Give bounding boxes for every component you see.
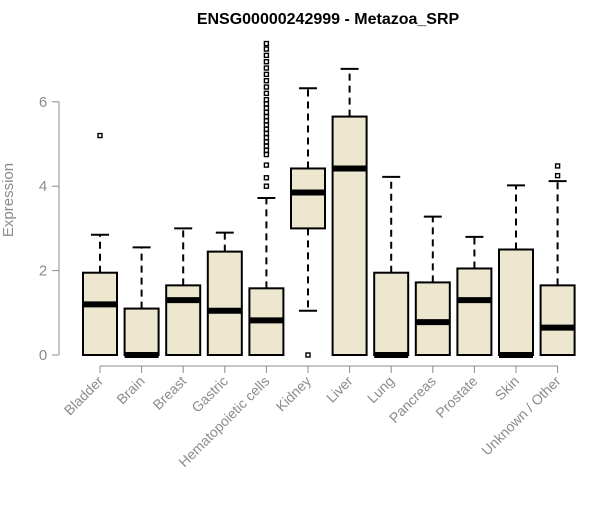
x-tick-label: Kidney xyxy=(273,373,315,415)
box-group xyxy=(498,184,534,358)
outlier-point xyxy=(263,109,270,116)
outlier-point xyxy=(263,183,270,189)
outlier-point xyxy=(263,84,270,90)
outlier-point xyxy=(263,175,270,181)
box xyxy=(165,284,202,356)
x-tick-label: Prostate xyxy=(432,373,480,421)
outlier-point xyxy=(263,113,270,120)
y-axis-label: Expression xyxy=(0,163,17,237)
outlier-point xyxy=(263,77,270,84)
y-axis: 0 2 4 6 xyxy=(39,94,60,364)
outlier-point xyxy=(97,132,103,139)
box-group xyxy=(290,87,326,358)
outlier-point xyxy=(263,143,270,149)
box-group xyxy=(373,175,410,358)
outlier-point xyxy=(263,151,270,158)
outlier-point xyxy=(263,122,270,128)
outlier-point xyxy=(263,139,270,145)
y-tick-label: 0 xyxy=(39,347,47,364)
box xyxy=(498,248,534,356)
box-group xyxy=(82,132,118,356)
outlier-point xyxy=(263,65,270,71)
box xyxy=(414,281,451,356)
box xyxy=(331,115,368,356)
box-group xyxy=(539,163,576,356)
outlier-point xyxy=(263,162,270,168)
box-group xyxy=(331,67,368,356)
chart-title: ENSG00000242999 - Metazoa_SRP xyxy=(197,11,460,28)
outlier-point xyxy=(263,134,270,141)
x-tick-label: Skin xyxy=(492,373,523,404)
box-group xyxy=(165,227,202,356)
outlier-point xyxy=(263,126,270,132)
outlier-point xyxy=(263,71,270,78)
box xyxy=(373,271,410,356)
box xyxy=(206,250,243,356)
y-tick-label: 2 xyxy=(39,263,47,280)
outlier-point xyxy=(554,172,561,179)
x-tick-label: Lung xyxy=(364,373,397,406)
outlier-point xyxy=(263,40,270,47)
x-tick-label: Bladder xyxy=(61,373,107,419)
box xyxy=(539,284,576,356)
box xyxy=(456,267,493,356)
box-group xyxy=(123,246,160,358)
box-series xyxy=(82,40,576,358)
y-tick-label: 6 xyxy=(39,94,47,111)
outlier-point xyxy=(305,352,311,358)
outlier-point xyxy=(263,118,270,124)
box-group xyxy=(456,235,493,356)
x-tick-label: Liver xyxy=(323,373,356,406)
outlier-point xyxy=(263,46,270,52)
outlier-point xyxy=(263,96,270,103)
box xyxy=(82,271,118,356)
box-group xyxy=(206,231,243,356)
x-tick-label: Breast xyxy=(149,373,189,413)
x-tick-label: Brain xyxy=(113,373,147,407)
outlier-point xyxy=(263,59,270,65)
outlier-point xyxy=(263,105,270,111)
outlier-point xyxy=(263,147,270,154)
outlier-point xyxy=(263,90,270,97)
box xyxy=(290,167,326,230)
box-group xyxy=(248,40,285,357)
outlier-point xyxy=(263,101,270,107)
outlier-point xyxy=(263,52,270,59)
x-tick-label: Unknown / Other xyxy=(478,373,564,459)
y-tick-label: 4 xyxy=(39,178,47,195)
box xyxy=(123,307,160,356)
box-group xyxy=(414,215,451,356)
outlier-point xyxy=(263,130,270,137)
outlier-point xyxy=(554,163,561,169)
